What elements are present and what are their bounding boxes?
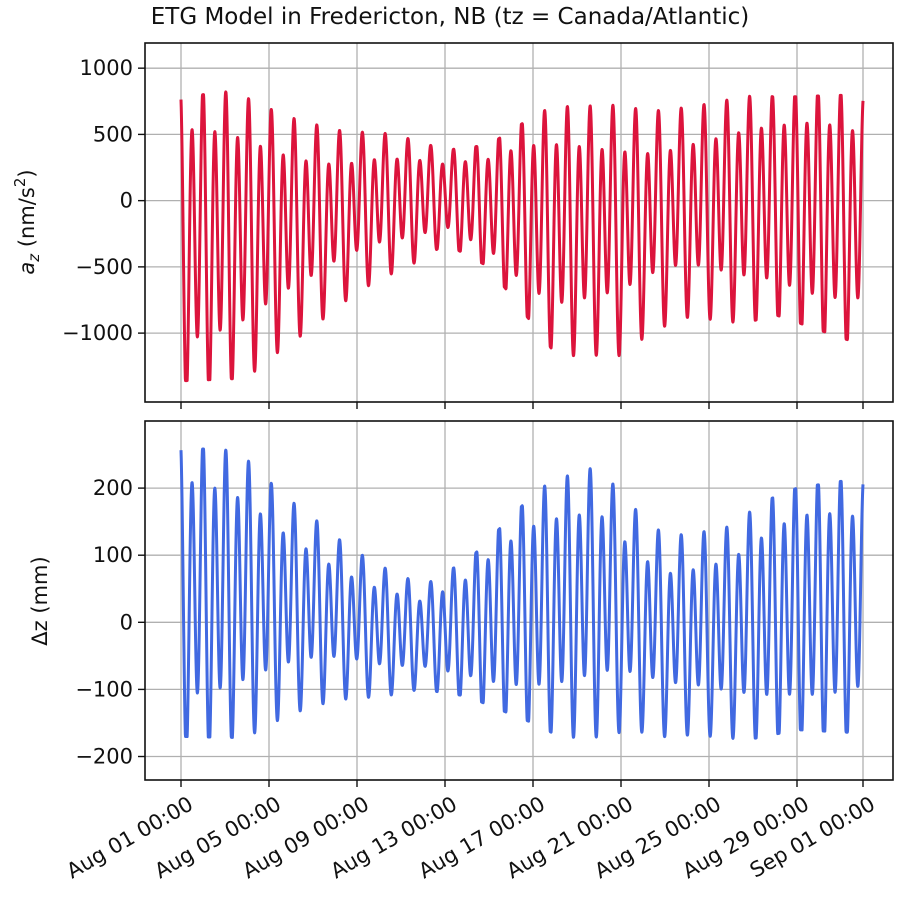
y-tick: −1000 [62, 321, 145, 345]
bottom-panel: 200 100 0 −100 −200 [75, 420, 894, 787]
y-tick-label: 100 [93, 543, 133, 567]
y-tick-label: −200 [75, 745, 133, 769]
y-tick: 200 [93, 476, 145, 500]
top-panel: 1000 500 0 −500 −1000 [62, 42, 894, 409]
y-tick: −500 [75, 255, 145, 279]
y-label-text: az (nm/s2) [11, 169, 43, 274]
y-tick-label: −500 [75, 255, 133, 279]
y-tick: −200 [75, 745, 145, 769]
series-line [179, 447, 865, 740]
bottom-y-axis-label: Δz (mm) [28, 556, 52, 645]
y-tick-label: −100 [75, 677, 133, 701]
top-y-axis-label: az (nm/s2) [11, 169, 43, 274]
chart-title: ETG Model in Fredericton, NB (tz = Canad… [150, 4, 750, 30]
plot-frame [144, 420, 894, 781]
series-line [179, 90, 865, 383]
y-tick: 1000 [80, 56, 145, 80]
y-tick: −100 [75, 677, 145, 701]
y-tick-label: 0 [120, 610, 133, 634]
plot-frame [144, 42, 894, 403]
y-tick: 500 [93, 122, 145, 146]
y-tick-label: 500 [93, 122, 133, 146]
y-tick: 100 [93, 543, 145, 567]
y-tick: 0 [120, 610, 145, 634]
y-label-text: Δz (mm) [28, 556, 52, 645]
y-tick-label: 0 [120, 189, 133, 213]
y-tick-label: −1000 [62, 321, 133, 345]
y-tick-label: 1000 [80, 56, 133, 80]
y-tick: 0 [120, 189, 145, 213]
y-tick-label: 200 [93, 476, 133, 500]
